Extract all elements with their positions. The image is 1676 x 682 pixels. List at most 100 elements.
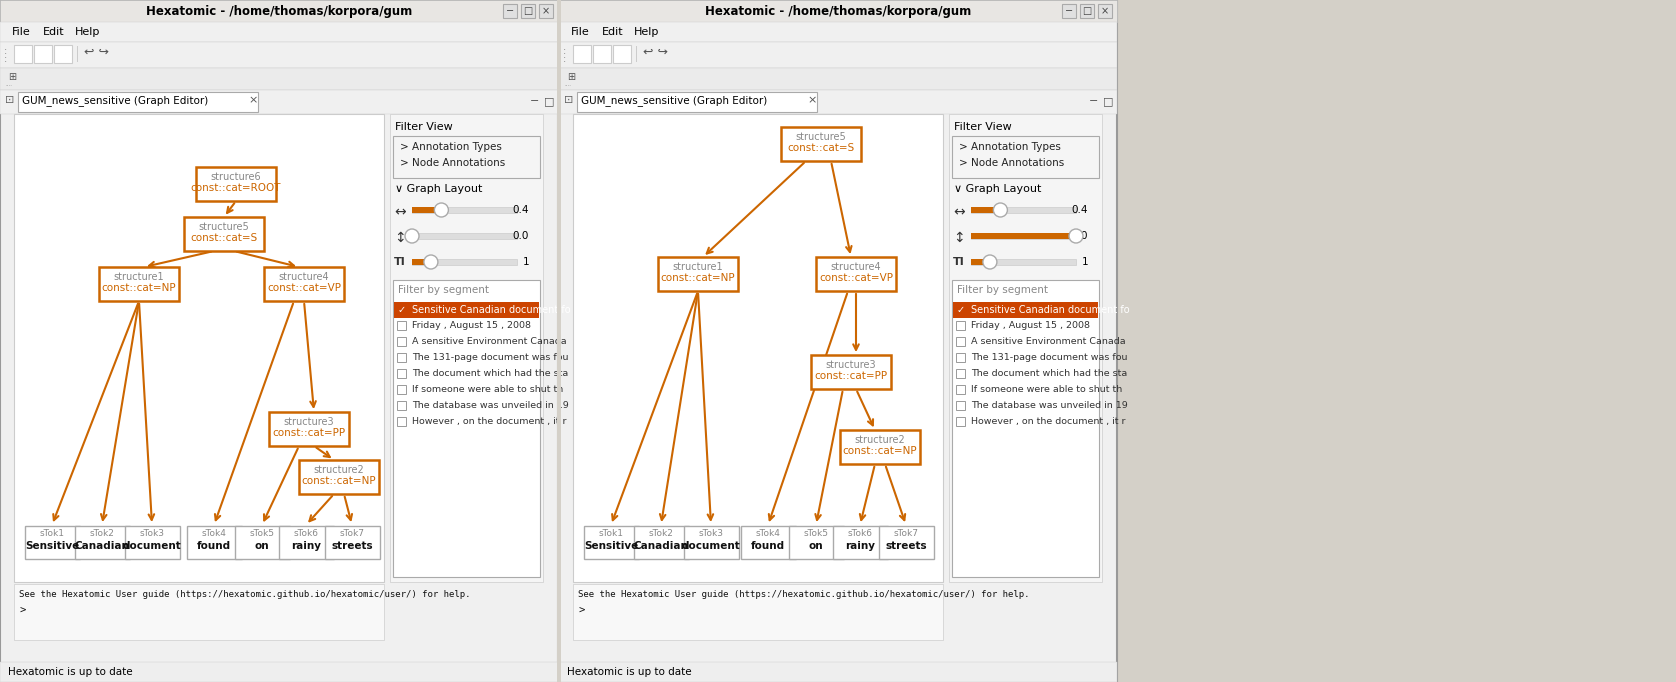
Text: −: −	[506, 6, 515, 16]
Text: 1.0: 1.0	[1071, 231, 1088, 241]
Text: rainy: rainy	[845, 541, 875, 551]
Text: GUM_news_sensitive (Graph Editor): GUM_news_sensitive (Graph Editor)	[582, 95, 768, 106]
FancyBboxPatch shape	[781, 127, 861, 161]
FancyBboxPatch shape	[0, 42, 558, 68]
FancyBboxPatch shape	[840, 430, 920, 464]
Text: ⊡: ⊡	[5, 95, 15, 105]
Text: structure4: structure4	[278, 272, 328, 282]
Text: structure3: structure3	[826, 360, 877, 370]
FancyBboxPatch shape	[878, 526, 934, 559]
Text: const::cat=S: const::cat=S	[191, 233, 258, 243]
Text: sTok6: sTok6	[848, 529, 873, 538]
FancyBboxPatch shape	[1063, 4, 1076, 18]
Text: structure3: structure3	[283, 417, 334, 427]
Text: > Annotation Types: > Annotation Types	[959, 142, 1061, 152]
Text: sTok5: sTok5	[250, 529, 275, 538]
Text: sTok2: sTok2	[89, 529, 114, 538]
Text: structure1: structure1	[114, 272, 164, 282]
FancyBboxPatch shape	[970, 233, 1076, 239]
FancyBboxPatch shape	[13, 45, 32, 63]
Text: ↩ ↪: ↩ ↪	[644, 46, 669, 59]
Text: rainy: rainy	[292, 541, 322, 551]
FancyBboxPatch shape	[18, 92, 258, 112]
Text: ✓: ✓	[397, 305, 406, 315]
FancyBboxPatch shape	[298, 460, 379, 494]
FancyBboxPatch shape	[397, 353, 406, 362]
FancyBboxPatch shape	[556, 0, 561, 682]
Text: found: found	[751, 541, 784, 551]
Text: ×: ×	[1101, 6, 1110, 16]
Text: Friday , August 15 , 2008: Friday , August 15 , 2008	[970, 321, 1089, 330]
FancyBboxPatch shape	[0, 90, 558, 114]
FancyBboxPatch shape	[634, 526, 689, 559]
FancyBboxPatch shape	[659, 257, 737, 291]
Text: Edit: Edit	[44, 27, 65, 37]
FancyBboxPatch shape	[949, 114, 1103, 582]
FancyBboxPatch shape	[521, 4, 535, 18]
FancyBboxPatch shape	[75, 526, 131, 559]
Text: ×: ×	[248, 95, 258, 105]
Text: Filter View: Filter View	[954, 122, 1012, 132]
FancyBboxPatch shape	[394, 302, 540, 318]
FancyBboxPatch shape	[270, 412, 349, 446]
FancyBboxPatch shape	[833, 526, 888, 559]
Text: Sensitive: Sensitive	[583, 541, 639, 551]
FancyBboxPatch shape	[970, 233, 1076, 239]
FancyBboxPatch shape	[0, 0, 558, 22]
Text: ....: ....	[565, 82, 572, 87]
Text: sTok3: sTok3	[139, 529, 164, 538]
FancyBboxPatch shape	[955, 353, 965, 362]
Text: 0.4: 0.4	[1071, 205, 1088, 215]
Circle shape	[994, 203, 1007, 217]
FancyBboxPatch shape	[13, 584, 384, 640]
Text: const::cat=S: const::cat=S	[788, 143, 855, 153]
FancyBboxPatch shape	[560, 22, 1116, 42]
Text: const::cat=PP: const::cat=PP	[273, 428, 345, 438]
Text: const::cat=ROOT: const::cat=ROOT	[191, 183, 282, 193]
FancyBboxPatch shape	[188, 526, 241, 559]
FancyBboxPatch shape	[816, 257, 897, 291]
Text: ×: ×	[808, 95, 816, 105]
Text: >: >	[578, 606, 585, 616]
FancyBboxPatch shape	[560, 68, 1116, 90]
Text: The document which had the sta: The document which had the sta	[412, 369, 568, 378]
Text: The document which had the sta: The document which had the sta	[970, 369, 1128, 378]
FancyBboxPatch shape	[573, 584, 944, 640]
Text: > Annotation Types: > Annotation Types	[401, 142, 501, 152]
FancyBboxPatch shape	[503, 4, 516, 18]
Text: Filter by segment: Filter by segment	[957, 285, 1048, 295]
Text: ↕: ↕	[394, 231, 406, 245]
Text: sTok4: sTok4	[756, 529, 781, 538]
FancyBboxPatch shape	[391, 114, 543, 582]
FancyBboxPatch shape	[593, 45, 612, 63]
Text: > Node Annotations: > Node Annotations	[959, 158, 1064, 168]
FancyBboxPatch shape	[560, 0, 1116, 682]
FancyBboxPatch shape	[741, 526, 796, 559]
FancyBboxPatch shape	[1098, 4, 1111, 18]
Text: const::cat=NP: const::cat=NP	[660, 273, 736, 283]
Text: structure2: structure2	[855, 435, 905, 445]
Text: const::cat=NP: const::cat=NP	[302, 476, 377, 486]
Text: structure2: structure2	[313, 465, 364, 475]
Text: sTok3: sTok3	[699, 529, 724, 538]
Text: Help: Help	[75, 27, 101, 37]
FancyBboxPatch shape	[954, 302, 1098, 318]
Text: >: >	[18, 606, 25, 616]
Text: sTok7: sTok7	[893, 529, 918, 538]
Text: ....: ....	[5, 82, 12, 87]
FancyBboxPatch shape	[25, 526, 80, 559]
Text: 1: 1	[1081, 257, 1088, 267]
FancyBboxPatch shape	[54, 45, 72, 63]
FancyBboxPatch shape	[0, 662, 558, 682]
Text: ×: ×	[541, 6, 550, 16]
Text: structure5: structure5	[199, 222, 250, 232]
FancyBboxPatch shape	[955, 337, 965, 346]
FancyBboxPatch shape	[970, 207, 1076, 213]
Text: −: −	[1089, 96, 1098, 106]
FancyBboxPatch shape	[13, 114, 384, 582]
FancyBboxPatch shape	[789, 526, 845, 559]
FancyBboxPatch shape	[397, 417, 406, 426]
FancyBboxPatch shape	[952, 136, 1099, 178]
Text: structure4: structure4	[831, 262, 882, 272]
Text: Hexatomic - /home/thomas/korpora/gum: Hexatomic - /home/thomas/korpora/gum	[706, 5, 970, 18]
